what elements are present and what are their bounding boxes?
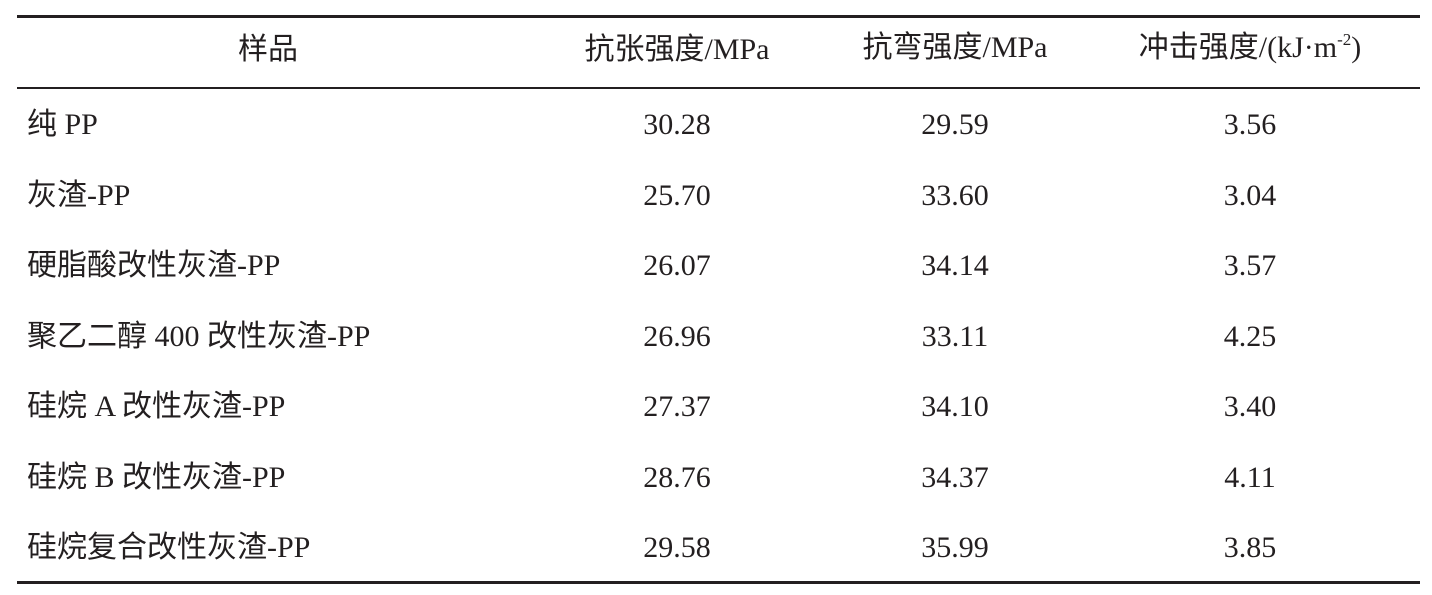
table-cell: 26.96 [643, 319, 711, 353]
table-cell: 4.11 [1224, 460, 1276, 494]
table-cell: 29.59 [921, 108, 989, 141]
table-cell: 3.57 [1223, 249, 1277, 282]
sample-name: 硅烷复合改性灰渣-PP [27, 531, 311, 564]
header-sample: 样品 [238, 33, 298, 66]
table-cell: 33.60 [921, 178, 989, 212]
header-rule [17, 87, 1420, 89]
table-cell: 33.11 [921, 319, 989, 353]
table-cell: 34.10 [921, 390, 989, 423]
table-cell: 25.70 [643, 178, 711, 212]
table-cell: 3.85 [1223, 531, 1277, 564]
sample-name: 硅烷 A 改性灰渣-PP [27, 390, 286, 423]
sample-name: 聚乙二醇 400 改性灰渣-PP [27, 319, 371, 353]
table-cell: 3.56 [1223, 108, 1277, 141]
header-flexural: 抗弯强度/MPa [862, 31, 1048, 64]
sample-name: 纯 PP [27, 108, 98, 141]
table-cell: 27.37 [643, 390, 711, 423]
table-cell: 30.28 [643, 108, 711, 141]
header-impact-text: 冲击强度/(kJ·m [1138, 31, 1338, 64]
table-cell: 4.25 [1223, 319, 1277, 353]
table-cell: 3.04 [1223, 178, 1277, 212]
table-cell: 34.14 [921, 249, 989, 282]
sample-name: 硬脂酸改性灰渣-PP [27, 249, 281, 282]
table-cell: 26.07 [643, 249, 711, 282]
sample-name: 灰渣-PP [27, 178, 131, 212]
header-tensile: 抗张强度/MPa [584, 33, 770, 66]
table-cell: 29.58 [643, 531, 711, 564]
top-rule [17, 15, 1420, 18]
table-cell: 3.40 [1223, 390, 1277, 423]
table-cell: 34.37 [921, 460, 989, 494]
table-cell: 28.76 [643, 460, 711, 494]
header-impact: 冲击强度/(kJ·m-2) [1139, 28, 1362, 68]
header-impact-exp: -2 [1337, 30, 1352, 49]
header-impact-close: ) [1351, 31, 1362, 64]
sample-name: 硅烷 B 改性灰渣-PP [27, 460, 286, 494]
table-cell: 35.99 [921, 531, 989, 564]
bottom-rule [17, 581, 1420, 584]
